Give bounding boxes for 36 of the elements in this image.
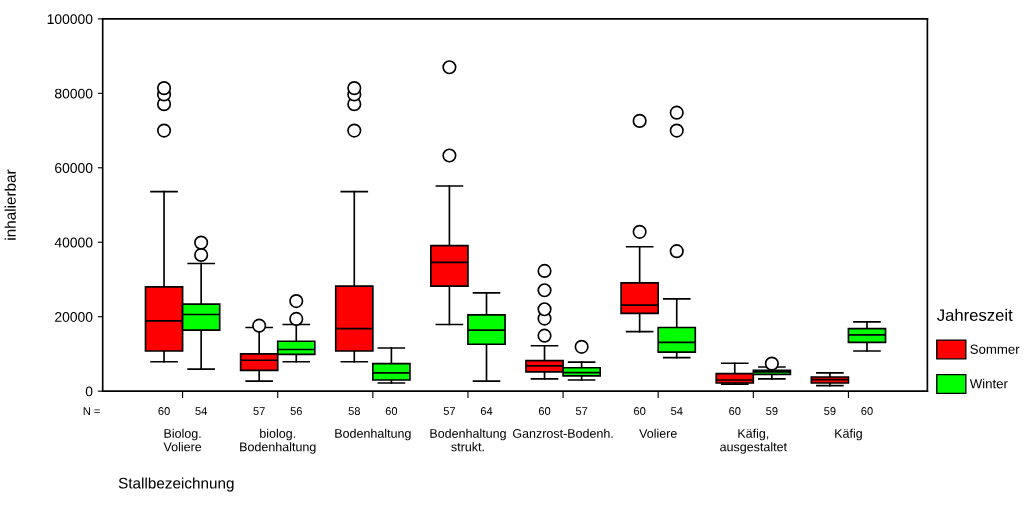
text: 56 — [290, 407, 302, 415]
y-tick-label: 40000 — [54, 237, 93, 248]
x-tick-label: Bodenhaltung — [335, 428, 411, 441]
x-tick-label: biolog. Bodenhaltung — [240, 428, 316, 454]
text: 59 — [766, 407, 778, 415]
y-tick-label: 100000 — [47, 14, 93, 25]
legend-label: Winter — [969, 378, 1008, 389]
text: 60 — [538, 407, 551, 415]
x-tick-label: Bodenhaltung strukt. — [430, 428, 506, 452]
y-tick-label: 20000 — [55, 312, 93, 322]
text: N = — [83, 407, 100, 415]
text: 54 — [671, 407, 683, 415]
y-tick-label: 0 — [85, 386, 93, 397]
x-tick-label: Ganzrost-Bodenh. — [512, 428, 613, 438]
text: 57 — [443, 407, 456, 415]
text: 64 — [480, 407, 493, 415]
text: 60 — [861, 407, 873, 415]
x-axis-title: Stallbezeichnung — [118, 477, 234, 492]
text: 58 — [348, 407, 360, 415]
x-tick-label: Voliere — [639, 428, 677, 438]
x-tick-label: Käfig — [835, 428, 862, 441]
legend-title: Jahreszeit — [937, 308, 1013, 322]
y-tick-label: 60000 — [55, 163, 93, 173]
text: 57 — [253, 407, 265, 415]
text: 57 — [575, 407, 588, 415]
legend-label: Sommer — [970, 344, 1020, 354]
text: 60 — [385, 407, 398, 415]
y-tick-label: 80000 — [54, 88, 93, 99]
text: 60 — [634, 407, 646, 415]
x-tick-label: Biolog. Voliere — [163, 428, 202, 452]
x-tick-label: Käfig, ausgestaltet — [720, 428, 787, 454]
text: 60 — [729, 407, 741, 415]
text: 60 — [158, 407, 170, 415]
text: 59 — [824, 407, 836, 415]
y-axis-title: inhalierbar — [4, 169, 16, 240]
text: 54 — [195, 407, 207, 415]
